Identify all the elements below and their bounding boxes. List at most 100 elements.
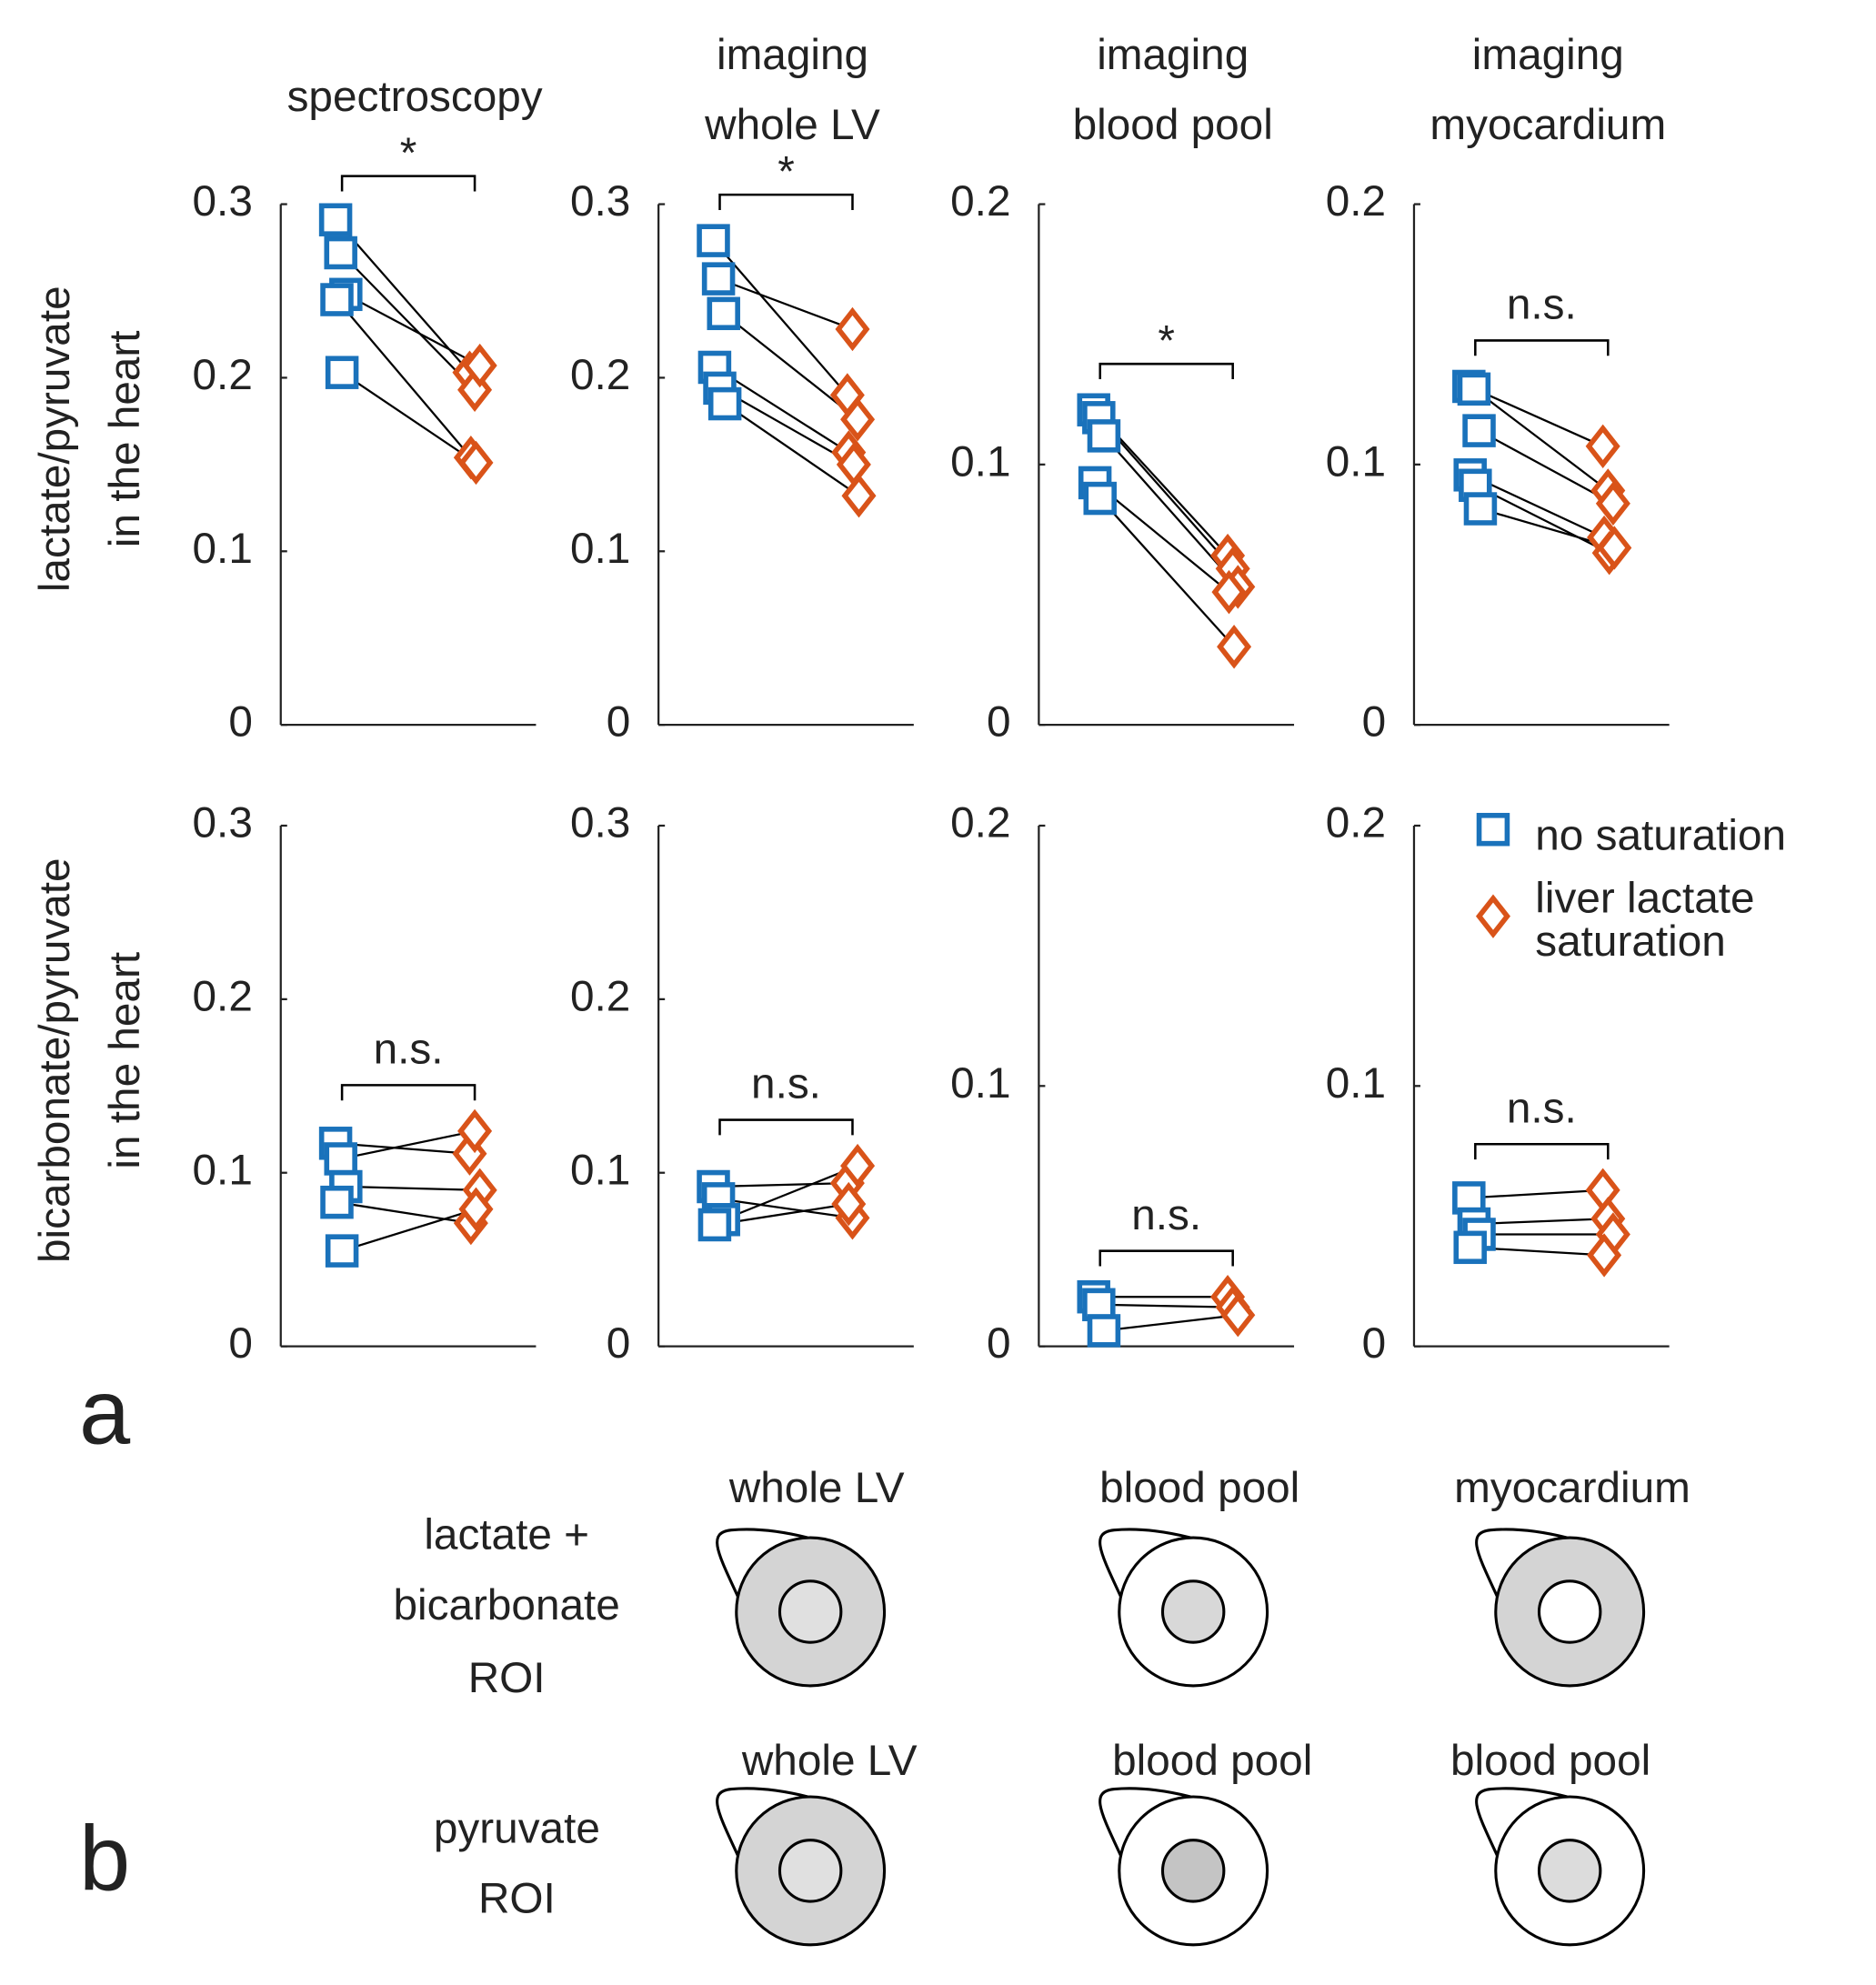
significance-bracket (340, 1084, 477, 1101)
pair-line (341, 371, 477, 464)
pair-line (723, 1165, 858, 1221)
y-tick-label: 0.1 (950, 437, 1010, 486)
y-tick-label: 0 (228, 1319, 253, 1368)
y-tick-label: 0 (1362, 1319, 1387, 1368)
pair-line (718, 386, 855, 466)
pair-line (712, 239, 848, 396)
legend-marker (1475, 894, 1510, 938)
panel-title: imaging (717, 31, 868, 79)
y-tick-label: 0.2 (950, 799, 1010, 847)
data-point (707, 296, 740, 331)
pair-line (1099, 497, 1235, 648)
data-point (1211, 569, 1247, 615)
panel-title: imaging (1472, 31, 1624, 79)
y-tick-label: 0.2 (193, 972, 253, 1020)
pair-line (1474, 484, 1610, 555)
legend-label: saturation (1535, 917, 1725, 966)
panel-title: whole LV (704, 101, 880, 149)
data-point (1220, 1293, 1256, 1338)
significance-label: * (400, 129, 417, 177)
data-point (324, 236, 357, 270)
significance-bracket (1474, 339, 1610, 356)
y-tick-label: 0.1 (950, 1059, 1010, 1108)
data-point (697, 224, 730, 257)
y-tick-label: 0 (987, 698, 1011, 747)
roi-label: whole LV (728, 1464, 905, 1512)
legend-marker (1476, 812, 1510, 847)
pair-line (339, 252, 476, 391)
data-point (1585, 424, 1620, 468)
pair-line (723, 312, 858, 421)
y-tick-label: 0.2 (1326, 177, 1386, 226)
data-point (1462, 414, 1496, 447)
data-point (462, 343, 497, 388)
y-tick-label: 0 (987, 1319, 1011, 1368)
blood-pool (1160, 1839, 1226, 1903)
y-tick-label: 0.2 (193, 351, 253, 399)
data-point (1083, 481, 1117, 516)
roi-label: whole LV (741, 1737, 918, 1785)
significance-label: n.s. (374, 1026, 444, 1074)
blood-pool (1537, 1579, 1602, 1644)
panel-title: spectroscopy (287, 73, 543, 121)
pair-line (1103, 1314, 1239, 1332)
data-point (841, 474, 877, 518)
blood-pool (777, 1579, 843, 1644)
significance-label: n.s. (1507, 1084, 1577, 1132)
data-point (707, 386, 742, 421)
pair-line (346, 1185, 480, 1191)
data-point (831, 1181, 867, 1227)
roi-label: blood pool (1099, 1464, 1299, 1512)
roi-label: blood pool (1112, 1737, 1312, 1785)
significance-label: n.s. (1507, 281, 1577, 329)
significance-bracket (718, 193, 854, 210)
y-tick-label: 0.1 (193, 525, 253, 573)
pair-line (714, 366, 849, 454)
data-point (1587, 1233, 1622, 1278)
pair-line (724, 403, 860, 497)
significance-label: n.s. (1131, 1191, 1201, 1239)
y-tick-label: 0.3 (193, 177, 253, 226)
panel-label: b (79, 1808, 130, 1910)
significance-bracket (340, 175, 477, 192)
y-tick-label: 0.1 (193, 1146, 253, 1194)
pair-line (1099, 1303, 1233, 1308)
pair-line (717, 1198, 853, 1219)
panel-title: imaging (1097, 31, 1249, 79)
data-point (457, 1108, 493, 1154)
y-tick-label: 0.2 (570, 351, 630, 399)
pair-line (336, 1142, 470, 1155)
data-point (1463, 492, 1498, 526)
y-tick-label: 0.1 (1326, 437, 1386, 486)
y-tick-label: 0 (607, 698, 631, 747)
row-label: lactate + (424, 1511, 589, 1559)
pair-line (336, 1201, 472, 1225)
data-point (1595, 481, 1630, 526)
data-point (318, 203, 353, 236)
pair-line (340, 1129, 476, 1160)
y-tick-label: 0.1 (570, 525, 630, 573)
pair-line (713, 1182, 848, 1188)
y-tick-label: 0 (1362, 698, 1387, 747)
legend-label: no saturation (1535, 812, 1786, 860)
data-point (1452, 1181, 1486, 1215)
pair-line (336, 298, 472, 458)
y-tick-label: 0.2 (950, 177, 1010, 226)
data-point (458, 1187, 494, 1232)
data-point (1217, 625, 1252, 669)
data-point (324, 1142, 357, 1176)
pair-line (341, 1208, 477, 1252)
pair-line (1473, 1218, 1609, 1226)
roi-label: myocardium (1454, 1464, 1690, 1512)
significance-label: * (777, 147, 795, 195)
data-point (840, 397, 876, 442)
data-point (697, 1208, 732, 1242)
y-tick-label: 0.2 (1326, 799, 1386, 847)
y-tick-label: 0 (228, 698, 253, 747)
pair-line (1094, 482, 1230, 593)
pair-line (1468, 385, 1604, 447)
data-point (1087, 419, 1121, 453)
y-tick-label: 0.1 (570, 1146, 630, 1194)
row-label: ROI (468, 1654, 546, 1702)
